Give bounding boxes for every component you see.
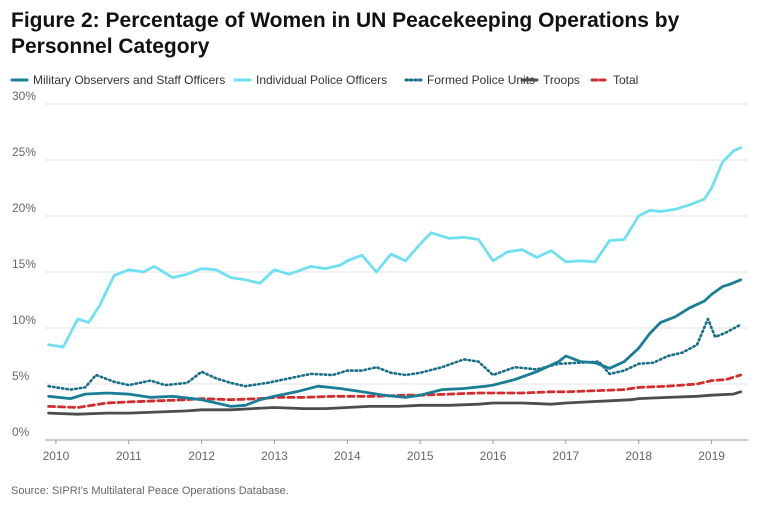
series-line-individual-police-officers — [47, 146, 743, 349]
x-tick-label: 2014 — [334, 449, 361, 463]
x-tick-label: 2012 — [188, 449, 215, 463]
series-line-total — [47, 373, 743, 409]
source-note: Source: SIPRI's Multilateral Peace Opera… — [11, 485, 289, 497]
x-tick-label: 2010 — [43, 449, 70, 463]
x-tick-label: 2015 — [407, 449, 434, 463]
legend-label: Military Observers and Staff Officers — [33, 73, 225, 87]
y-tick-label: 15% — [12, 257, 36, 271]
y-tick-label: 20% — [12, 201, 36, 215]
series-line-troops — [47, 390, 743, 416]
x-tick-label: 2013 — [261, 449, 288, 463]
legend-label: Total — [613, 73, 638, 87]
x-tick-label: 2018 — [625, 449, 652, 463]
x-tick-label: 2017 — [553, 449, 580, 463]
legend-label: Formed Police Units — [427, 73, 535, 87]
y-tick-label: 25% — [12, 145, 36, 159]
x-tick-label: 2016 — [480, 449, 507, 463]
legend-label: Troops — [543, 73, 580, 87]
y-tick-label: 5% — [12, 369, 30, 383]
chart-title: Figure 2: Percentage of Women in UN Peac… — [11, 9, 680, 58]
x-tick-label: 2019 — [698, 449, 725, 463]
y-tick-label: 30% — [12, 89, 36, 103]
y-tick-label: 0% — [12, 425, 30, 439]
series-line-military-observers-and-staff-officers — [47, 278, 743, 408]
legend-label: Individual Police Officers — [256, 73, 387, 87]
x-tick-label: 2011 — [116, 449, 142, 463]
y-tick-label: 10% — [12, 313, 36, 327]
series-line-formed-police-units — [47, 317, 743, 391]
